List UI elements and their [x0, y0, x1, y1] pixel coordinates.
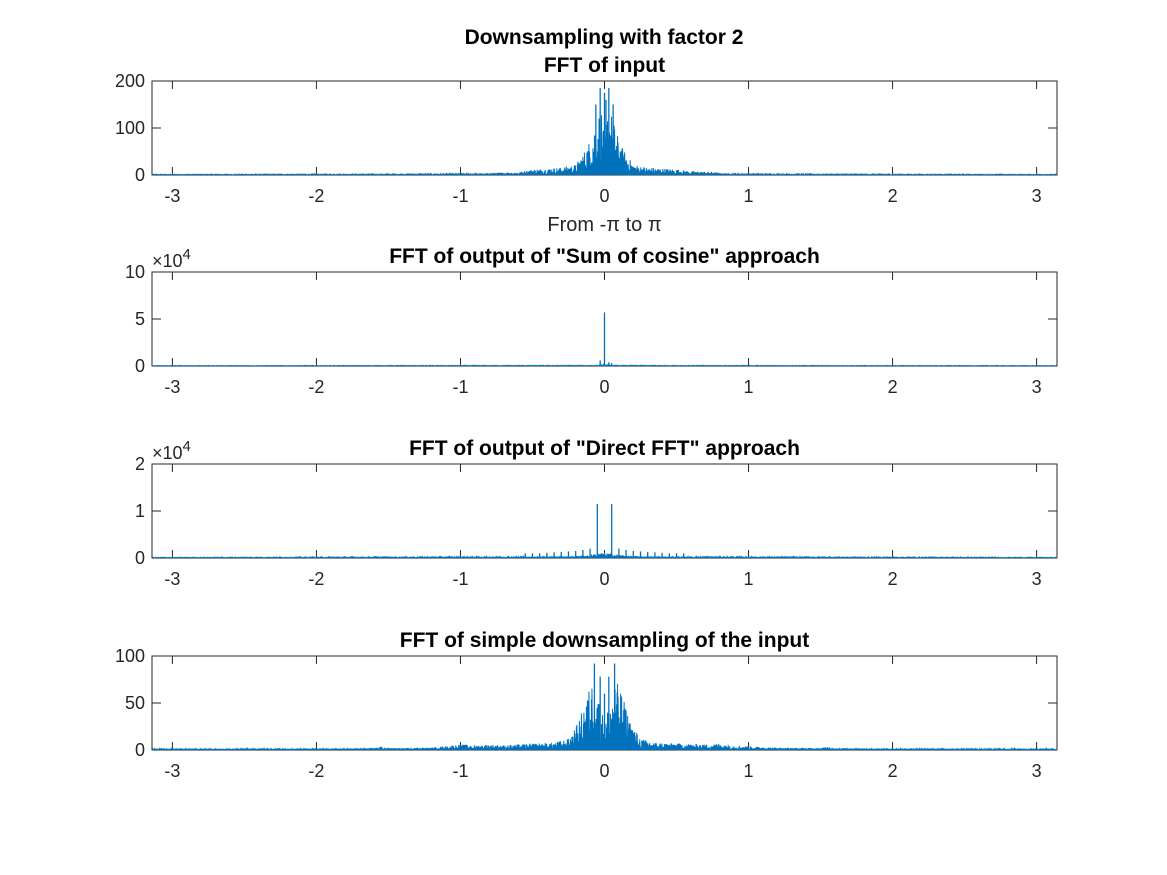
x-tick-label: -1 [452, 569, 468, 589]
x-tick-label: 3 [1032, 761, 1042, 781]
subplot-title: FFT of simple downsampling of the input [400, 629, 809, 652]
y-tick-label: 50 [125, 693, 145, 713]
subplot-title: FFT of input [544, 54, 665, 77]
x-tick-label: -1 [452, 377, 468, 397]
y-tick-label: 0 [135, 740, 145, 760]
x-tick-label: -3 [164, 186, 180, 206]
y-exponent-power: 4 [183, 438, 191, 455]
y-tick-label: 0 [135, 165, 145, 185]
x-tick-label: -1 [452, 761, 468, 781]
subplot-2: FFT of output of "Sum of cosine" approac… [125, 245, 1058, 397]
y-tick-label: 0 [135, 356, 145, 376]
y-tick-label: 2 [135, 454, 145, 474]
x-tick-label: -2 [308, 186, 324, 206]
x-tick-label: 0 [599, 569, 609, 589]
x-tick-label: 0 [599, 377, 609, 397]
spectrum-trace [152, 552, 1057, 558]
x-tick-label: 3 [1032, 186, 1042, 206]
x-tick-label: 1 [744, 186, 754, 206]
x-axis-label: From -π to π [547, 214, 661, 236]
y-tick-label: 200 [115, 71, 145, 91]
x-tick-label: 1 [744, 761, 754, 781]
y-tick-label: 100 [115, 118, 145, 138]
subplot-1: FFT of input -3 -2 -1 0 1 2 3 0 100 200 From -π to … [115, 54, 1058, 236]
subplot-title: FFT of output of "Sum of cosine" approac… [389, 245, 820, 268]
y-exponent-label: ×104 [152, 246, 191, 271]
x-tick-label: 2 [888, 377, 898, 397]
x-tick-label: 3 [1032, 377, 1042, 397]
y-tick-label: 0 [135, 548, 145, 568]
x-tick-label: -3 [164, 377, 180, 397]
subplot-3: FFT of output of "Direct FFT" approach -3… [135, 437, 1058, 589]
x-tick-label: 0 [599, 186, 609, 206]
subplot-title: FFT of output of "Direct FFT" approach [409, 437, 800, 460]
x-tick-label: 2 [888, 761, 898, 781]
y-tick-label: 5 [135, 309, 145, 329]
x-tick-label: -2 [308, 569, 324, 589]
y-tick-label: 10 [125, 262, 145, 282]
subplot-4: FFT of simple downsampling of the input -… [115, 629, 1058, 781]
y-tick-label: 100 [115, 646, 145, 666]
y-tick-label: 1 [135, 501, 145, 521]
x-tick-label: -3 [164, 761, 180, 781]
y-exponent-power: 4 [183, 246, 191, 263]
x-tick-label: 1 [744, 569, 754, 589]
x-tick-label: 0 [599, 761, 609, 781]
figure-suptitle: Downsampling with factor 2 [465, 26, 744, 49]
x-tick-label: -2 [308, 377, 324, 397]
x-tick-label: 1 [744, 377, 754, 397]
x-tick-label: -3 [164, 569, 180, 589]
x-tick-label: 3 [1032, 569, 1042, 589]
x-tick-label: 2 [888, 186, 898, 206]
x-tick-label: -1 [452, 186, 468, 206]
x-tick-label: 2 [888, 569, 898, 589]
axes-box [151, 463, 1058, 559]
x-tick-label: -2 [308, 761, 324, 781]
